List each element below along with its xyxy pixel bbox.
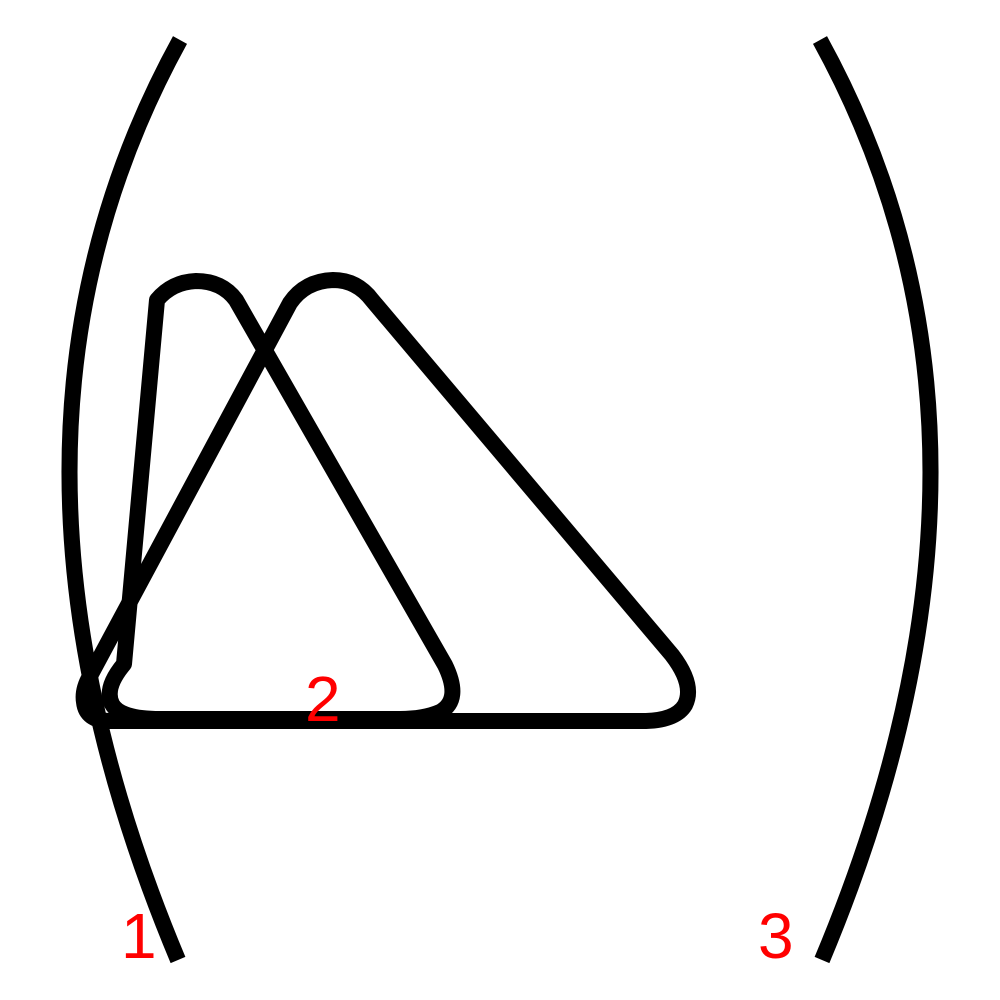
left-parenthesis — [61, 36, 188, 964]
label-2: 2 — [305, 663, 341, 735]
label-1: 1 — [121, 900, 157, 972]
narrow-triangle — [101, 273, 461, 727]
right-parenthesis — [812, 36, 939, 964]
wide-triangle — [75, 272, 696, 729]
label-3: 3 — [758, 900, 794, 972]
